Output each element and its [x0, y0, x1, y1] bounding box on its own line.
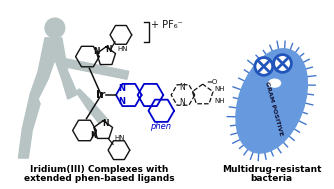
Text: + PF₆⁻: + PF₆⁻ — [151, 20, 183, 30]
Text: extended phen-based ligands: extended phen-based ligands — [24, 174, 175, 183]
Text: Iridium(III) Complexes with: Iridium(III) Complexes with — [30, 165, 168, 174]
Text: bacteria: bacteria — [250, 174, 293, 183]
Circle shape — [255, 57, 273, 75]
Text: N: N — [118, 84, 125, 93]
Text: N: N — [179, 98, 185, 107]
Circle shape — [274, 55, 291, 72]
Polygon shape — [55, 55, 129, 79]
Text: GRAM POSITIVE: GRAM POSITIVE — [264, 81, 283, 136]
Text: HN: HN — [114, 135, 125, 141]
Text: N: N — [90, 131, 97, 140]
Text: =O: =O — [207, 79, 218, 85]
Text: NH: NH — [214, 98, 225, 104]
Text: Ir: Ir — [97, 90, 106, 100]
Text: NH: NH — [214, 86, 225, 92]
Text: phen: phen — [150, 122, 171, 131]
Polygon shape — [18, 94, 40, 158]
Ellipse shape — [269, 79, 281, 87]
Polygon shape — [68, 89, 107, 124]
Text: HN: HN — [117, 46, 128, 52]
Polygon shape — [30, 38, 77, 99]
Text: N: N — [93, 47, 100, 56]
Text: N: N — [179, 83, 185, 92]
Text: N: N — [105, 45, 111, 54]
Ellipse shape — [236, 49, 307, 153]
Text: N: N — [102, 119, 109, 128]
Text: Multidrug-resistant: Multidrug-resistant — [222, 165, 321, 174]
Circle shape — [45, 18, 65, 38]
Text: N: N — [118, 97, 125, 106]
